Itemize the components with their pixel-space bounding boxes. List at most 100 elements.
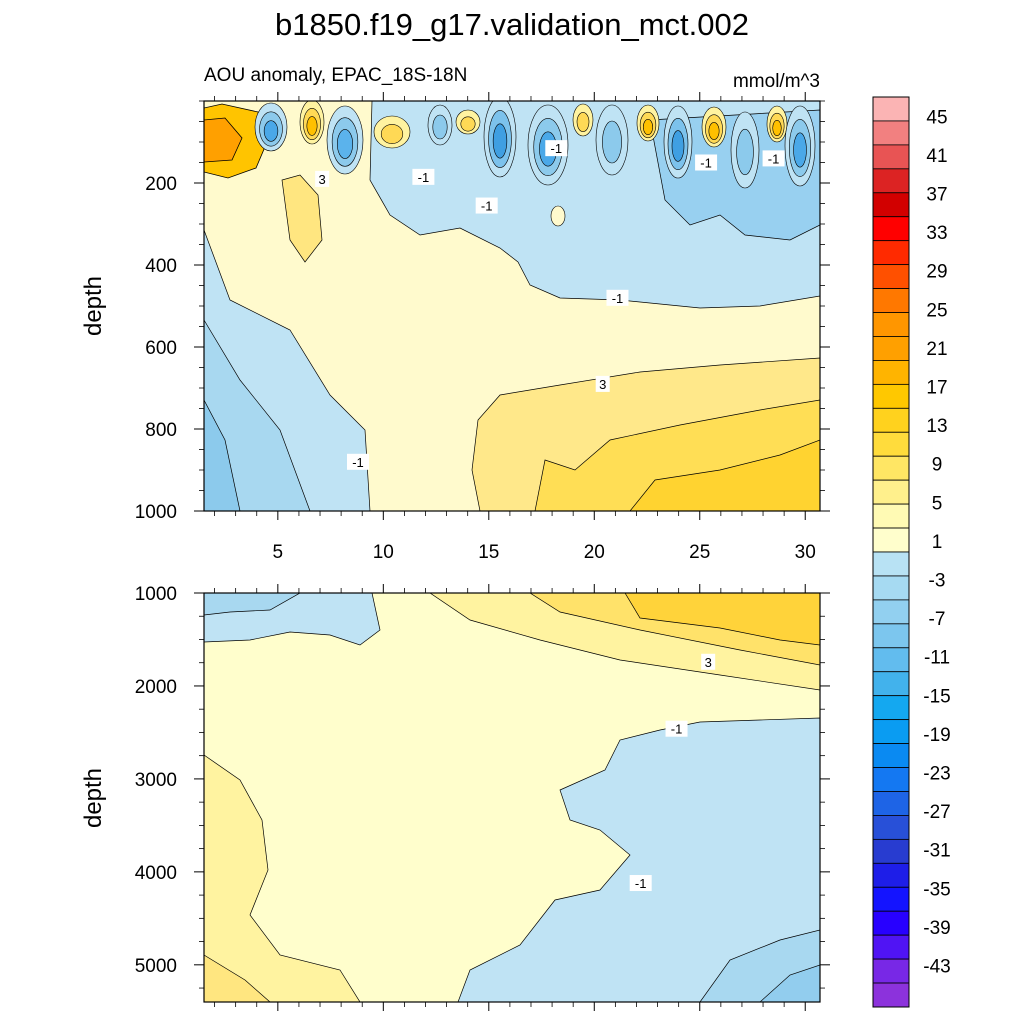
lower-contour-fields: [204, 593, 820, 1002]
lower-y-tick-label: 2000: [135, 677, 177, 698]
colorbar-box: [872, 192, 910, 218]
upper-field-west-negative-core: [204, 319, 311, 511]
lower-contour-label: 3: [705, 655, 712, 670]
colorbar-label: -39: [923, 918, 950, 939]
upper-field-west-negative-max: [204, 399, 241, 511]
colorbar-box: [872, 264, 910, 289]
colorbar-label: 17: [926, 378, 947, 399]
colorbar-label: 13: [926, 416, 947, 437]
surface-eddy-contour: [492, 123, 508, 159]
chart-title: b1850.f19_g17.validation_mct.002: [275, 7, 749, 42]
upper-contour-label-bg: [347, 453, 369, 470]
upper-y-axis-label: depth: [80, 276, 107, 336]
lower-ticks: 1000 2000 3000 4000 5000: [135, 584, 830, 1011]
colorbar-box: [872, 623, 910, 649]
surface-eddy-contour: [708, 122, 720, 140]
chart-subtitle: AOU anomaly, EPAC_18S-18N: [204, 65, 467, 86]
surface-eddy-contour: [736, 128, 754, 176]
lower-field-west-positive-core: [204, 954, 271, 1002]
upper-contour-label-bg: [315, 170, 330, 187]
upper-panel: 5 10 15 20 25 30 200 400 600 800 1000 3 -1 -1 -1 -1 -1 -…: [80, 92, 830, 563]
upper-contour-label: 3: [319, 172, 326, 187]
colorbar-label: 29: [926, 262, 947, 283]
lower-contour-label-bg: [665, 720, 688, 737]
upper-contour-label: -1: [481, 199, 493, 214]
lower-panel-frame: [203, 592, 821, 1003]
colorbar-box: [872, 96, 910, 122]
colorbar-label: -35: [923, 879, 950, 900]
surface-eddy-contour: [432, 114, 448, 140]
colorbar-box: [872, 407, 910, 433]
lower-y-tick-label: 1000: [135, 584, 177, 605]
colorbar-boxes: [872, 96, 910, 1008]
upper-contour-label-bg: [545, 140, 568, 157]
colorbar-box: [872, 575, 910, 601]
colorbar-box: [872, 838, 910, 864]
lower-field-positive-upper-max: [624, 593, 820, 646]
colorbar-box: [872, 120, 910, 146]
lower-field-west-negative-core: [204, 593, 301, 616]
upper-y-tick-label: 600: [145, 338, 177, 359]
upper-contour-label-bg: [412, 168, 435, 185]
surface-eddy-contour: [576, 112, 590, 132]
colorbar-box: [872, 743, 910, 768]
colorbar-box: [872, 958, 910, 984]
colorbar-label: 25: [926, 300, 947, 321]
upper-x-tick-label: 10: [373, 542, 394, 563]
upper-y-tick-label: 1000: [135, 502, 177, 523]
colorbar-box: [872, 886, 910, 912]
surface-eddy-contour: [460, 116, 476, 132]
colorbar-label: 9: [932, 455, 943, 476]
upper-field-shallow-positive: [281, 174, 323, 263]
units-label: mmol/m^3: [733, 71, 820, 92]
colorbar-box: [872, 431, 910, 457]
surface-eddy-contour: [306, 116, 318, 136]
colorbar-box: [872, 527, 910, 553]
lower-contour-label-bg: [629, 875, 652, 892]
upper-contour-label-bg: [475, 197, 498, 214]
upper-contour-label: 3: [599, 377, 606, 392]
lower-contour-label: -1: [671, 722, 683, 737]
colorbar-label: 41: [926, 146, 947, 167]
lower-field-deep-negative: [457, 717, 820, 1002]
upper-y-tick-label: 400: [145, 256, 177, 277]
upper-field-surface-positive-max: [204, 117, 243, 163]
colorbar-labels: 45 41 37 33 29 25 21 17 13 9 5 1 -3 -7 -11 -15 -19 -23 -27…: [923, 107, 950, 977]
colorbar-label: -31: [923, 841, 950, 862]
colorbar-label: -11: [924, 648, 950, 669]
upper-contour-label: -1: [612, 291, 624, 306]
upper-contour-label: -1: [768, 151, 780, 166]
upper-contour-fields: [204, 101, 820, 511]
colorbar-label: -3: [929, 571, 946, 592]
colorbar-box: [872, 982, 910, 1008]
colorbar-box: [872, 168, 910, 194]
colorbar: 45 41 37 33 29 25 21 17 13 9 5 1 -3 -7 -11 -15 -19 -23 -27…: [872, 96, 951, 1008]
surface-eddy-contour: [550, 205, 566, 227]
lower-y-tick-label: 4000: [135, 863, 177, 884]
upper-contour-labels: 3 -1 -1 -1 -1 -1 -1 3 -1: [315, 140, 785, 470]
colorbar-box: [872, 719, 910, 744]
colorbar-box: [872, 862, 910, 888]
colorbar-box: [872, 144, 910, 170]
colorbar-box: [872, 312, 910, 337]
surface-eddy-contour: [263, 120, 279, 142]
upper-ticks: 5 10 15 20 25 30 200 400 600 800 1000: [135, 92, 830, 563]
lower-contour-labels: 3 -1 -1: [629, 653, 716, 892]
upper-x-tick-label: 30: [795, 542, 816, 563]
surface-eddy-contour: [671, 130, 685, 162]
upper-contour-label: -1: [700, 156, 712, 171]
colorbar-label: 21: [926, 339, 947, 360]
upper-x-tick-label: 20: [584, 542, 605, 563]
surface-eddy-contour: [602, 120, 622, 164]
surface-eddy-contour: [793, 132, 807, 168]
colorbar-box: [872, 767, 910, 792]
upper-contour-label-bg: [595, 375, 610, 392]
colorbar-box: [872, 383, 910, 409]
colorbar-box: [872, 671, 910, 697]
colorbar-label: 37: [926, 185, 947, 206]
colorbar-box: [872, 815, 910, 840]
colorbar-box: [872, 695, 910, 721]
colorbar-label: -23: [923, 764, 950, 785]
upper-contour-label-bg: [695, 154, 718, 171]
upper-x-tick-label: 15: [478, 542, 499, 563]
